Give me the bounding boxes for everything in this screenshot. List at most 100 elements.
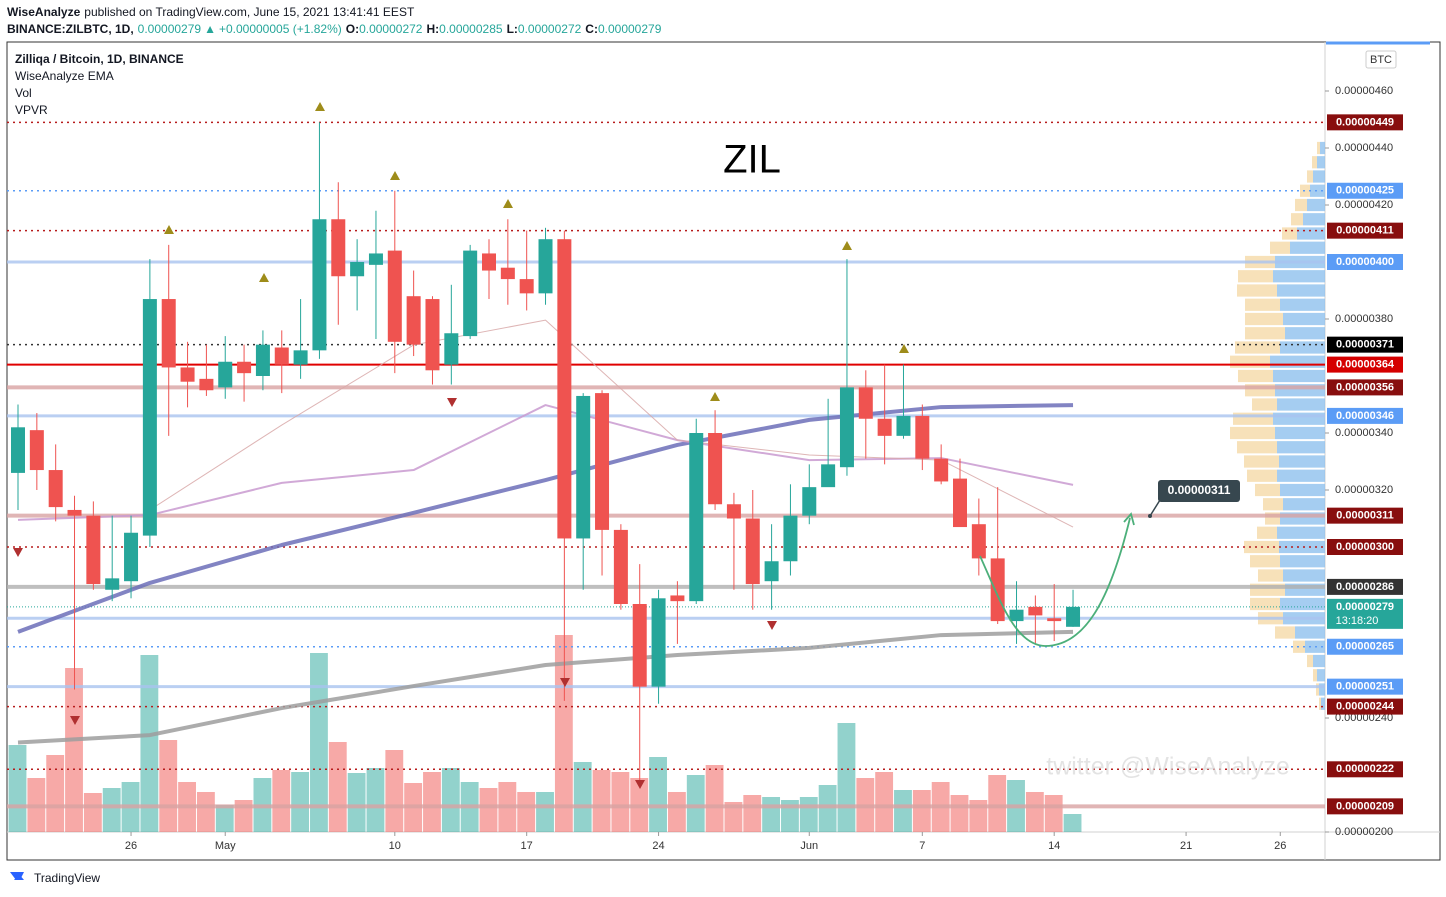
vpvr-up — [1283, 569, 1325, 582]
candle-body — [105, 578, 120, 590]
candle-body — [651, 598, 666, 687]
candle-body — [689, 433, 704, 602]
volume-bar — [8, 745, 27, 832]
candle-body — [218, 361, 233, 388]
vpvr-down — [1235, 341, 1280, 354]
candle-body — [312, 219, 327, 351]
y-tick-label: 0.00000240 — [1335, 712, 1393, 724]
level-label: 0.00000300 — [1336, 541, 1394, 553]
level-label: 0.00000265 — [1336, 641, 1394, 653]
candle-body — [953, 478, 967, 528]
x-tick-label: 26 — [125, 840, 137, 852]
candle-body — [915, 415, 930, 459]
vpvr-down — [1244, 455, 1279, 468]
legend-vpvr: VPVR — [15, 103, 48, 117]
vpvr-down — [1307, 654, 1313, 668]
volume-bar — [950, 795, 969, 832]
x-tick-label: 17 — [521, 840, 533, 852]
arrow: ▲ — [204, 22, 216, 36]
vpvr-down — [1245, 327, 1285, 340]
candle-body — [783, 515, 798, 562]
volume-bar — [875, 772, 894, 832]
level-label-box — [1327, 539, 1403, 555]
volume-bar — [291, 772, 310, 832]
x-tick-label: 24 — [652, 840, 664, 852]
vpvr-up — [1290, 241, 1325, 254]
price: 0.00000279 — [138, 22, 202, 36]
vpvr-down — [1237, 284, 1277, 297]
candle-body — [934, 458, 949, 482]
candle-body — [519, 279, 534, 294]
volume-bar — [573, 762, 592, 832]
vpvr-up — [1280, 298, 1325, 311]
currency: BTC — [1370, 54, 1392, 66]
volume-bar — [724, 802, 743, 832]
candle-body — [11, 427, 25, 473]
level-label-box — [1327, 761, 1403, 778]
candle-body — [331, 219, 346, 277]
vpvr-up — [1285, 327, 1325, 340]
level-label-box — [1327, 182, 1403, 199]
candle-body — [557, 239, 572, 539]
indicator-line — [17, 629, 1074, 745]
brand: TradingView — [34, 871, 100, 885]
countdown: 13:18:20 — [1336, 615, 1379, 627]
vpvr-down — [1245, 298, 1280, 311]
level-label-box — [1327, 356, 1403, 373]
vpvr-up — [1275, 426, 1325, 440]
c-value: 0.00000279 — [598, 22, 662, 36]
vpvr-down — [1238, 270, 1273, 283]
projection-arrow — [979, 517, 1131, 647]
callout-pointer — [1149, 499, 1161, 517]
volume-bar — [536, 792, 554, 832]
x-tick-label: 14 — [1048, 840, 1060, 852]
vpvr-down — [1230, 355, 1270, 368]
vpvr-down — [1245, 312, 1283, 326]
level-label-box — [1327, 379, 1403, 396]
vpvr-down — [1295, 198, 1307, 212]
candle-body — [67, 509, 82, 516]
vpvr-down — [1282, 227, 1297, 240]
candle-body — [1009, 609, 1024, 622]
vpvr-down — [1247, 469, 1277, 482]
level-label: 0.00000356 — [1336, 381, 1394, 393]
brand-logo — [10, 872, 24, 880]
volume-bar — [310, 653, 328, 832]
level-label: 0.00000222 — [1336, 763, 1394, 775]
y-tick-label: 0.00000340 — [1335, 427, 1393, 439]
volume-bar — [705, 765, 724, 832]
o-value: 0.00000272 — [359, 22, 423, 36]
candle-body — [632, 604, 647, 687]
candle-body — [896, 415, 911, 436]
volume-bar — [517, 792, 536, 832]
vpvr-up — [1280, 483, 1325, 497]
vpvr-up — [1283, 312, 1325, 326]
volume-bar — [215, 805, 234, 832]
vpvr-up — [1320, 141, 1325, 155]
level-label: 0.00000209 — [1336, 800, 1394, 812]
volume-bar — [347, 773, 366, 832]
level-label: 0.00000286 — [1336, 581, 1394, 593]
vpvr-up — [1280, 555, 1325, 568]
level-label-box — [1327, 798, 1403, 815]
vpvr-up — [1319, 683, 1325, 696]
volume-bar — [554, 635, 573, 832]
y-tick-label: 0.00000460 — [1335, 85, 1393, 97]
volume-bar — [799, 797, 818, 832]
vpvr-down — [1275, 626, 1295, 639]
level-label-box — [1327, 638, 1403, 655]
vpvr-down — [1258, 569, 1283, 582]
candle-body — [745, 518, 760, 585]
level-label-box — [1327, 578, 1403, 595]
candle-body — [821, 464, 836, 488]
candle-body — [463, 250, 478, 337]
volume-bar — [894, 790, 912, 832]
vpvr-up — [1310, 184, 1325, 197]
legend-ema: WiseAnalyze EMA — [15, 69, 114, 83]
x-tick-label: 7 — [919, 840, 925, 852]
candle-body — [576, 395, 591, 539]
volume-bar — [83, 793, 102, 832]
candle-body — [142, 299, 157, 536]
candle-body — [613, 529, 628, 604]
candle-body — [858, 387, 873, 419]
